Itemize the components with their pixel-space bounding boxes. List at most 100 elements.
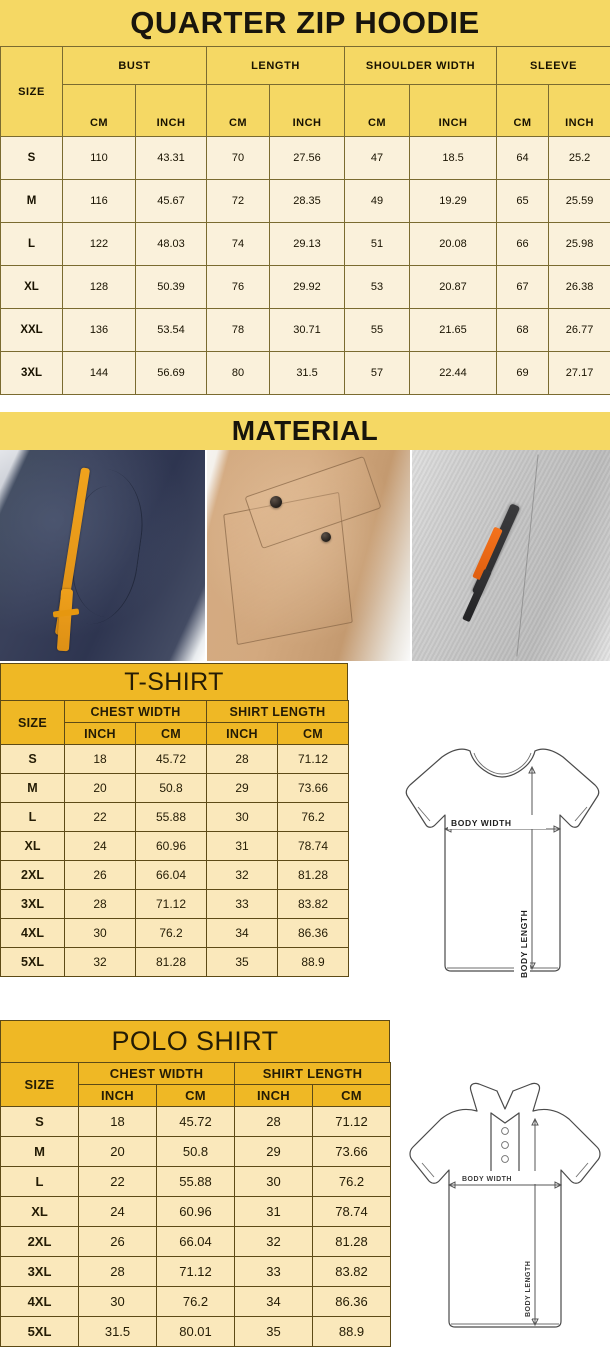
table-row: 4XL 30 76.2 34 86.36 [0,1286,392,1317]
polo-body-length-label: BODY LENGTH [525,1261,532,1317]
tshirt-header-size: SIZE [0,700,65,745]
tshirt-cell-chest_cm: 60.96 [134,831,208,861]
hoodie-cell-length_cm: 80 [206,351,271,395]
polo-cell-chest_in: 28 [78,1256,157,1287]
hoodie-cell-shoulder_in: 20.87 [409,265,498,309]
polo-cell-length_cm: 86.36 [312,1286,392,1317]
tshirt-cell-length_in: 28 [206,744,279,774]
tshirt-title: T-SHIRT [0,663,348,700]
tshirt-measurement-diagram: BODY WIDTH BODY LENGTH [400,733,605,998]
hoodie-row-size: S [0,136,63,180]
hoodie-group-header-row: SIZE BUST LENGTH SHOULDER WIDTH SLEEVE [0,46,610,137]
tshirt-cell-length_in: 32 [206,860,279,890]
polo-header-chest-width: CHEST WIDTH [77,1062,236,1085]
tshirt-cell-length_in: 34 [206,918,279,948]
tshirt-cell-length_cm: 71.12 [277,744,350,774]
table-row: S 18 45.72 28 71.12 [0,1106,392,1137]
hoodie-cell-length_in: 29.92 [269,265,346,309]
polo-cell-length_in: 31 [234,1196,314,1227]
hoodie-cell-bust_in: 56.69 [134,351,208,395]
polo-body-width-label: BODY WIDTH [462,1176,512,1183]
hoodie-header-shoulder-width: SHOULDER WIDTH [344,46,498,85]
hoodie-cell-shoulder_cm: 51 [344,222,411,266]
polo-cell-chest_cm: 66.04 [155,1226,236,1257]
polo-cell-length_cm: 73.66 [312,1136,392,1167]
polo-cell-length_in: 30 [234,1166,314,1197]
polo-row-size: L [0,1166,79,1197]
hoodie-row-size: XXL [0,308,63,352]
hoodie-cell-sleeve_in: 26.38 [548,265,610,309]
tshirt-cell-length_cm: 86.36 [277,918,350,948]
tshirt-cell-length_cm: 88.9 [277,947,350,977]
table-row: L 22 55.88 30 76.2 [0,802,350,832]
hoodie-cell-bust_cm: 144 [62,351,136,395]
tshirt-cell-length_cm: 76.2 [277,802,350,832]
hoodie-unit-length-cm: CM [206,84,271,137]
tshirt-group-header-row: SIZE CHEST WIDTH SHIRT LENGTH [0,700,350,745]
tshirt-cell-length_in: 29 [206,773,279,803]
polo-cell-chest_in: 31.5 [78,1316,157,1347]
polo-cell-length_cm: 83.82 [312,1256,392,1287]
table-row: M 20 50.8 29 73.66 [0,1136,392,1167]
hoodie-cell-sleeve_cm: 65 [496,179,550,223]
polo-cell-length_in: 35 [234,1316,314,1347]
polo-unit-chest-inch: INCH [78,1084,157,1107]
hoodie-cell-sleeve_cm: 69 [496,351,550,395]
hoodie-cell-bust_cm: 116 [62,179,136,223]
polo-cell-chest_in: 22 [78,1166,157,1197]
hoodie-cell-bust_in: 45.67 [134,179,208,223]
hoodie-cell-shoulder_cm: 57 [344,351,411,395]
tshirt-cell-length_in: 33 [206,889,279,919]
hoodie-cell-length_in: 31.5 [269,351,346,395]
quarter-zip-hoodie-section: QUARTER ZIP HOODIE SIZE BUST LENGTH SHOU… [0,0,610,450]
polo-measurement-diagram: BODY WIDTH BODY LENGTH [405,1075,605,1347]
hoodie-cell-shoulder_cm: 55 [344,308,411,352]
hoodie-cell-sleeve_in: 26.77 [548,308,610,352]
polo-row-size: S [0,1106,79,1137]
hoodie-cell-length_cm: 78 [206,308,271,352]
hoodie-cell-sleeve_in: 25.98 [548,222,610,266]
polo-cell-length_cm: 78.74 [312,1196,392,1227]
hoodie-unit-bust-cm: CM [62,84,136,137]
hoodie-cell-shoulder_in: 22.44 [409,351,498,395]
table-row: XL 24 60.96 31 78.74 [0,1196,392,1227]
hoodie-unit-sleeve-inch: INCH [548,84,610,137]
tshirt-cell-length_cm: 81.28 [277,860,350,890]
hoodie-header-size: SIZE [0,46,63,137]
polo-cell-length_in: 28 [234,1106,314,1137]
tshirt-cell-chest_in: 24 [64,831,136,861]
tshirt-cell-chest_in: 32 [64,947,136,977]
tshirt-row-size: M [0,773,65,803]
tshirt-cell-length_cm: 83.82 [277,889,350,919]
hoodie-unit-sleeve-cm: CM [496,84,550,137]
polo-row-size: 3XL [0,1256,79,1287]
polo-cell-chest_cm: 60.96 [155,1196,236,1227]
hoodie-cell-bust_in: 53.54 [134,308,208,352]
table-row: 5XL 32 81.28 35 88.9 [0,947,350,977]
table-row: 3XL 28 71.12 33 83.82 [0,889,350,919]
polo-cell-chest_in: 30 [78,1286,157,1317]
polo-row-size: 2XL [0,1226,79,1257]
table-row: M 20 50.8 29 73.66 [0,773,350,803]
polo-cell-length_cm: 71.12 [312,1106,392,1137]
hoodie-cell-length_cm: 70 [206,136,271,180]
table-row: M 116 45.67 72 28.35 49 19.29 65 25.59 [0,179,610,223]
polo-row-size: M [0,1136,79,1167]
polo-cell-length_cm: 88.9 [312,1316,392,1347]
hoodie-cell-length_cm: 74 [206,222,271,266]
hoodie-cell-shoulder_in: 20.08 [409,222,498,266]
table-row: S 110 43.31 70 27.56 47 18.5 64 25.2 [0,136,610,180]
polo-header-size: SIZE [0,1062,79,1107]
polo-header-shirt-length: SHIRT LENGTH [234,1062,392,1085]
polo-cell-chest_in: 18 [78,1106,157,1137]
hoodie-cell-shoulder_cm: 53 [344,265,411,309]
hoodie-cell-bust_cm: 110 [62,136,136,180]
tshirt-cell-chest_cm: 76.2 [134,918,208,948]
hoodie-cell-sleeve_in: 25.2 [548,136,610,180]
tshirt-body-width-label: BODY WIDTH [451,818,512,828]
material-photo-strip [0,450,610,661]
hoodie-row-size: 3XL [0,351,63,395]
hoodie-header-sleeve: SLEEVE [496,46,610,85]
hoodie-cell-shoulder_cm: 47 [344,136,411,180]
table-row: 4XL 30 76.2 34 86.36 [0,918,350,948]
